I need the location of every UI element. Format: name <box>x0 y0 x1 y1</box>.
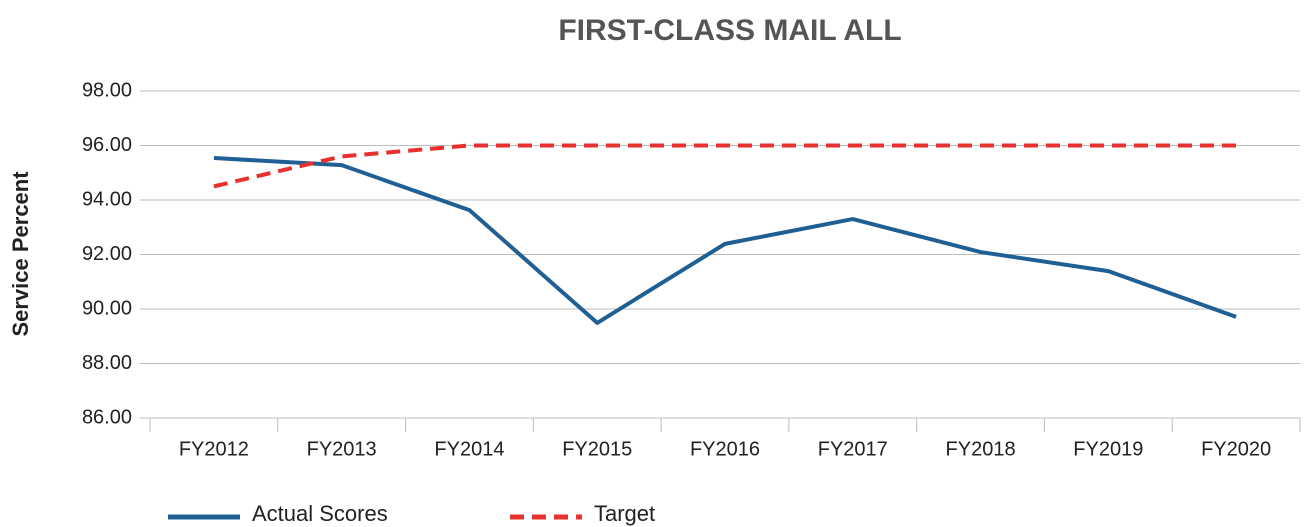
x-tick-label: FY2013 <box>307 438 377 460</box>
y-tick-label: 94.00 <box>82 188 132 210</box>
x-tick-label: FY2019 <box>1073 438 1143 460</box>
chart-title: FIRST-CLASS MAIL ALL <box>558 14 901 47</box>
x-tick-label: FY2020 <box>1201 438 1271 460</box>
series-line <box>213 156 1237 325</box>
x-tick-label: FY2018 <box>946 438 1016 460</box>
y-tick-label: 96.00 <box>82 134 132 156</box>
y-axis-label: Service Percent <box>8 171 33 337</box>
y-tick-label: 92.00 <box>82 243 132 265</box>
x-tick-label: FY2016 <box>690 438 760 460</box>
x-tick-label: FY2012 <box>179 438 249 460</box>
legend-label: Target <box>594 501 655 526</box>
y-tick-label: 98.00 <box>82 79 132 101</box>
x-tick-label: FY2017 <box>818 438 888 460</box>
legend-label: Actual Scores <box>252 501 388 526</box>
series-line <box>213 143 1237 189</box>
y-tick-label: 88.00 <box>82 352 132 374</box>
x-tick-label: FY2014 <box>434 438 504 460</box>
y-tick-label: 86.00 <box>82 406 132 428</box>
y-tick-label: 90.00 <box>82 297 132 319</box>
x-tick-label: FY2015 <box>562 438 632 460</box>
